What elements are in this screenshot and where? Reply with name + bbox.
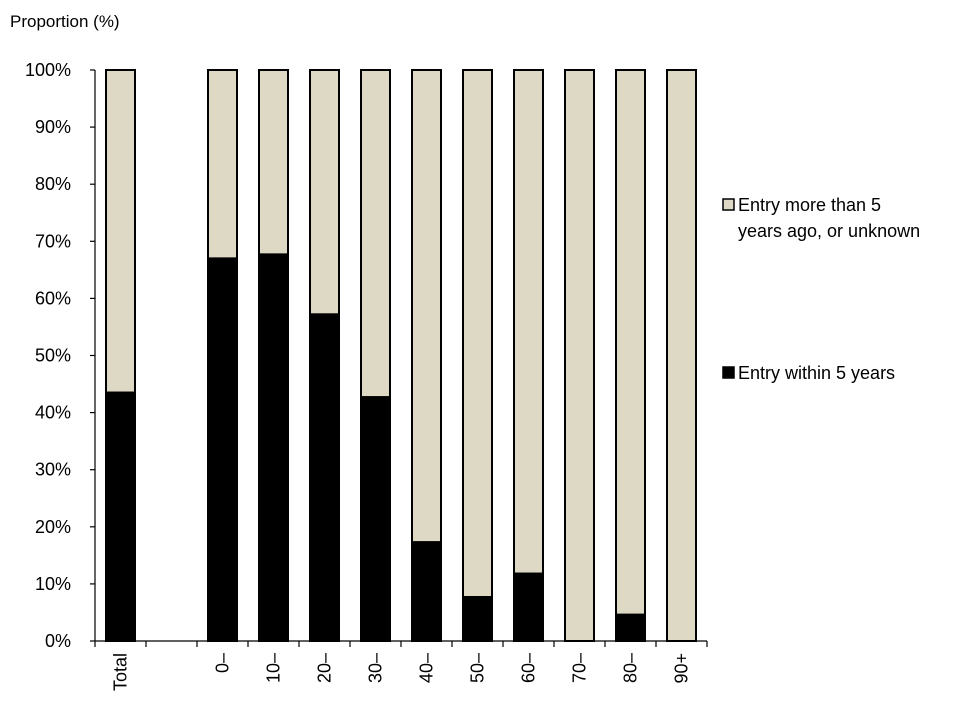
bar-segment-other bbox=[309, 69, 340, 316]
y-tick-label: 10% bbox=[35, 574, 71, 594]
y-tick-label: 0% bbox=[45, 631, 71, 651]
bar-segment-other bbox=[564, 69, 595, 642]
y-tick-label: 60% bbox=[35, 288, 71, 308]
y-axis: 0% 10% 20% 30% 40% 50% 60% 70% 80% 90% 100% bbox=[25, 60, 96, 651]
y-tick-label: 20% bbox=[35, 517, 71, 537]
x-tick-label: 90+ bbox=[672, 653, 692, 684]
bar-segment-within5 bbox=[309, 313, 340, 642]
legend-swatch-within5 bbox=[722, 366, 735, 379]
bars bbox=[105, 69, 697, 643]
bar-segment-within5 bbox=[513, 572, 544, 643]
x-tick-label: 50– bbox=[468, 653, 488, 683]
x-tick-label: Total bbox=[111, 653, 131, 691]
x-tick-label: 60– bbox=[519, 653, 539, 683]
y-tick-label: 90% bbox=[35, 117, 71, 137]
x-axis: Total 0– 10– 20– 30– 40– 50– 60– 70– 80– 90+ bbox=[94, 640, 708, 691]
legend-label-within5: Entry within 5 years bbox=[738, 363, 895, 383]
x-tick-label: 80– bbox=[621, 653, 641, 683]
legend-swatch-other bbox=[722, 198, 735, 211]
x-tick-label: 40– bbox=[417, 653, 437, 683]
bar-segment-other bbox=[666, 69, 697, 642]
bar-segment-other bbox=[360, 69, 391, 399]
bar-segment-within5 bbox=[105, 391, 136, 642]
bar-segment-within5 bbox=[462, 596, 493, 643]
bar-segment-other bbox=[513, 69, 544, 575]
bar-segment-other bbox=[462, 69, 493, 599]
bar-segment-within5 bbox=[615, 613, 646, 643]
legend-label-other-line2: years ago, or unknown bbox=[738, 221, 920, 241]
y-tick-label: 70% bbox=[35, 231, 71, 251]
legend: Entry more than 5 years ago, or unknown … bbox=[722, 195, 920, 383]
x-tick-label: 70– bbox=[570, 653, 590, 683]
x-tick-label: 20– bbox=[315, 653, 335, 683]
y-tick-label: 50% bbox=[35, 346, 71, 366]
bar-segment-other bbox=[411, 69, 442, 544]
legend-label-other-line1: Entry more than 5 bbox=[738, 195, 881, 215]
bar-segment-other bbox=[615, 69, 646, 616]
bar-segment-within5 bbox=[207, 257, 238, 642]
bar-segment-other bbox=[258, 69, 289, 256]
y-axis-label: Proportion (%) bbox=[10, 12, 120, 31]
bar-segment-within5 bbox=[411, 541, 442, 642]
x-tick-label: 10– bbox=[264, 653, 284, 683]
y-tick-label: 80% bbox=[35, 174, 71, 194]
y-tick-label: 40% bbox=[35, 403, 71, 423]
bar-segment-other bbox=[207, 69, 238, 260]
bar-segment-within5 bbox=[258, 253, 289, 642]
x-tick-label: 30– bbox=[366, 653, 386, 683]
bar-segment-within5 bbox=[360, 396, 391, 643]
x-tick-label: 0– bbox=[213, 653, 233, 673]
y-tick-label: 100% bbox=[25, 60, 71, 80]
bar-segment-other bbox=[105, 69, 136, 394]
y-tick-label: 30% bbox=[35, 460, 71, 480]
